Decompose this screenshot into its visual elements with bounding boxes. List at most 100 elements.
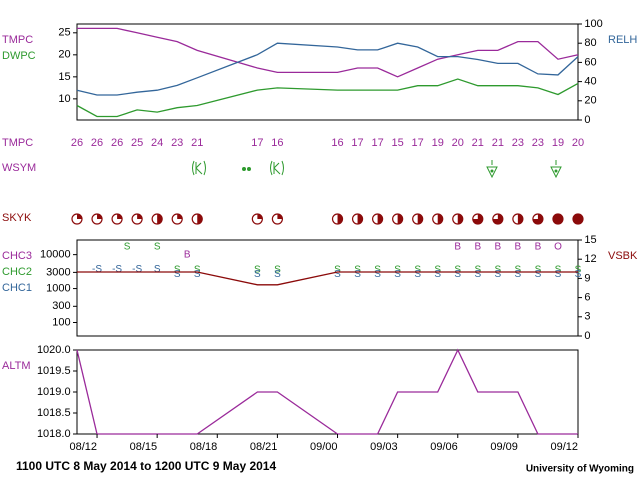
shower-symbol xyxy=(550,160,562,179)
series-line xyxy=(77,271,578,286)
cloud-code: B xyxy=(495,241,502,252)
shower-dot xyxy=(490,169,494,173)
rain-symbol xyxy=(247,167,251,171)
y-tick-label: 20 xyxy=(58,49,70,61)
y-tick-label: 25 xyxy=(58,27,70,39)
y-tick-label: 15 xyxy=(58,71,70,83)
value-label: 23 xyxy=(171,137,183,149)
value-label: 20 xyxy=(572,137,584,149)
x-tick-label: 09/03 xyxy=(370,441,398,453)
sky-fill xyxy=(517,214,523,224)
cloud-code: S xyxy=(374,265,381,276)
sky-fill xyxy=(137,214,143,219)
sky-fill xyxy=(492,214,503,224)
x-tick-label: 09/09 xyxy=(490,441,518,453)
row-label: SKYK xyxy=(2,212,32,224)
cloud-code: S xyxy=(394,265,401,276)
sky-fill xyxy=(257,214,263,219)
sky-fill xyxy=(97,214,103,219)
value-label: 26 xyxy=(91,137,103,149)
cloud-code: S xyxy=(194,265,201,276)
x-tick-label: 08/12 xyxy=(70,441,98,453)
value-label: 23 xyxy=(532,137,544,149)
x-tick-label: 08/15 xyxy=(130,441,158,453)
cloud-code: B xyxy=(454,241,461,252)
row-label: TMPC xyxy=(2,137,33,149)
sky-fill xyxy=(377,214,383,224)
value-label: 24 xyxy=(151,137,163,149)
series-line xyxy=(76,348,578,435)
x-tick-label: 09/06 xyxy=(430,441,458,453)
cloud-code: S xyxy=(515,265,522,276)
series-label: DWPC xyxy=(2,50,36,62)
cloud-code: S xyxy=(414,265,421,276)
y2-tick-label: 9 xyxy=(584,272,590,284)
series-line xyxy=(76,42,579,96)
cloud-code: -S xyxy=(112,264,122,275)
value-label: 19 xyxy=(432,137,444,149)
shower-symbol xyxy=(486,160,498,179)
cloud-code: S xyxy=(495,269,502,280)
y2-tick-label: 0 xyxy=(584,330,590,342)
y2-tick-label: 60 xyxy=(584,56,596,68)
sky-fill xyxy=(277,214,283,219)
cloud-code: B xyxy=(184,249,191,260)
cloud-code: S xyxy=(515,269,522,280)
y-tick-label: 100 xyxy=(52,316,70,328)
footer-right: University of Wyoming xyxy=(526,464,634,475)
sky-fill xyxy=(197,214,203,224)
cloud-code: S xyxy=(535,269,542,280)
cloud-code: S xyxy=(354,269,361,280)
cloud-code: S xyxy=(535,265,542,276)
panel-frame xyxy=(76,23,579,121)
series-label: CHC3 xyxy=(2,250,32,262)
sky-fill xyxy=(337,214,343,224)
y2-tick-label: 20 xyxy=(584,95,596,107)
y-tick-label: 1018.5 xyxy=(37,407,71,419)
cloud-code: S xyxy=(474,269,481,280)
y-tick-label: 1019.5 xyxy=(37,365,71,377)
sky-fill xyxy=(457,214,463,224)
x-tick-label: 09/00 xyxy=(310,441,338,453)
sky-fill xyxy=(532,214,543,224)
series-line xyxy=(76,78,579,118)
cloud-code: B xyxy=(474,241,481,252)
value-label: 21 xyxy=(191,137,203,149)
series-label: TMPC xyxy=(2,34,33,46)
shower-dot xyxy=(554,169,558,173)
cloud-code: S xyxy=(154,264,161,275)
cloud-code: O xyxy=(554,241,562,252)
cloud-code: B xyxy=(535,241,542,252)
thunder-symbol xyxy=(270,160,284,176)
y-tick-label: 300 xyxy=(52,300,70,312)
sky-fill xyxy=(397,214,403,224)
cloud-code: S xyxy=(555,269,562,280)
sky-fill xyxy=(357,214,363,224)
series-line xyxy=(77,27,579,78)
sky-fill xyxy=(552,214,563,224)
cloud-code: S xyxy=(414,269,421,280)
cloud-code: S xyxy=(154,241,161,252)
cloud-code: S xyxy=(334,265,341,276)
cloud-code: S xyxy=(174,269,181,280)
sky-fill xyxy=(177,214,183,219)
series-label: CHC1 xyxy=(2,282,32,294)
weather-symbols xyxy=(192,160,562,179)
y2-tick-label: 15 xyxy=(584,234,596,246)
y-tick-label: 10000 xyxy=(40,249,71,261)
cloud-code: S xyxy=(555,265,562,276)
cloud-code: S xyxy=(454,269,461,280)
y2-tick-label: 0 xyxy=(584,114,590,126)
y-tick-label: 1020.0 xyxy=(37,344,71,356)
y-tick-label: 1000 xyxy=(46,282,70,294)
value-label: 17 xyxy=(371,137,383,149)
cloud-code: S xyxy=(575,265,582,276)
y2-tick-label: 6 xyxy=(584,292,590,304)
cloud-code: S xyxy=(124,241,131,252)
cloud-code: S xyxy=(454,265,461,276)
cloud-code: S xyxy=(254,265,261,276)
footer-left: 1100 UTC 8 May 2014 to 1200 UTC 9 May 20… xyxy=(16,459,276,473)
cloud-code: S xyxy=(254,269,261,280)
series-label: CHC2 xyxy=(2,266,32,278)
value-label: 19 xyxy=(552,137,564,149)
